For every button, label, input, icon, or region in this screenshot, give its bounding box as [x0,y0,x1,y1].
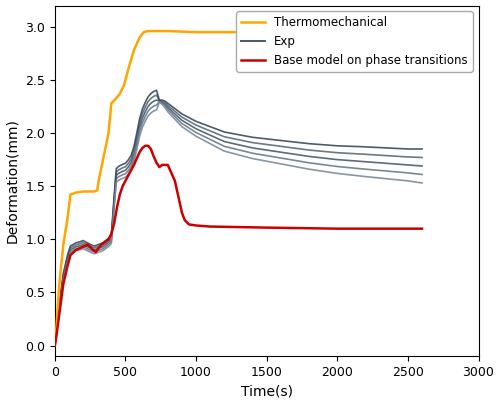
Y-axis label: Deformation(mm): Deformation(mm) [6,118,20,243]
Legend: Thermomechanical, Exp, Base model on phase transitions: Thermomechanical, Exp, Base model on pha… [236,11,472,72]
X-axis label: Time(s): Time(s) [240,385,292,398]
